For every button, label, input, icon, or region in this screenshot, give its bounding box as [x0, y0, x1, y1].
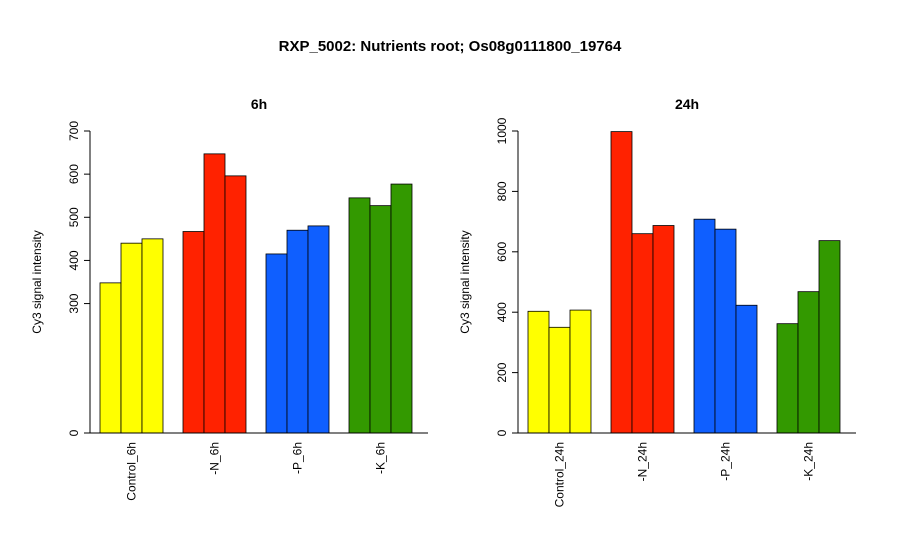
- bar: [527, 310, 550, 434]
- bar: [265, 253, 288, 434]
- panel-title: 24h: [675, 96, 699, 112]
- bar: [776, 323, 799, 434]
- bar: [99, 282, 122, 434]
- bar: [569, 309, 592, 434]
- bar: [369, 205, 392, 434]
- bar: [610, 131, 633, 434]
- y-tick-label: 400: [67, 250, 81, 270]
- bar: [348, 197, 371, 434]
- y-tick-label: 200: [495, 362, 509, 382]
- y-axis-label: Cy3 signal intensity: [30, 230, 44, 333]
- bar: [631, 233, 654, 434]
- bar: [797, 291, 820, 434]
- category-label: -N_6h: [208, 442, 222, 475]
- category-label: -N_24h: [636, 442, 650, 481]
- y-tick-label: 300: [67, 293, 81, 313]
- category-label: -K_6h: [374, 442, 388, 474]
- main-title: RXP_5002: Nutrients root; Os08g0111800_1…: [278, 38, 622, 55]
- bar: [203, 153, 226, 434]
- bar: [390, 183, 413, 434]
- bar: [714, 228, 737, 434]
- y-tick-label: 800: [495, 181, 509, 201]
- bar: [120, 242, 143, 434]
- category-label: Control_6h: [125, 442, 139, 501]
- y-tick-label: 0: [495, 429, 509, 436]
- bar: [548, 326, 571, 434]
- bar: [286, 229, 309, 434]
- y-tick-label: 600: [67, 164, 81, 184]
- bar: [693, 218, 716, 434]
- bar: [182, 231, 205, 434]
- y-tick-label: 700: [67, 121, 81, 141]
- category-label: -P_24h: [719, 442, 733, 481]
- y-tick-label: 600: [495, 241, 509, 261]
- y-tick-label: 500: [67, 207, 81, 227]
- category-label: -P_6h: [291, 442, 305, 474]
- bar: [652, 225, 675, 434]
- bar: [307, 225, 330, 434]
- panel-title: 6h: [251, 96, 267, 112]
- bar: [141, 238, 164, 434]
- bar: [224, 175, 247, 434]
- bar: [818, 240, 841, 434]
- category-label: -K_24h: [802, 442, 816, 481]
- y-tick-label: 1000: [495, 117, 509, 144]
- category-label: Control_24h: [553, 442, 567, 507]
- y-tick-label: 0: [67, 429, 81, 436]
- bar: [735, 304, 758, 434]
- y-axis-label: Cy3 signal intensity: [458, 230, 472, 333]
- y-tick-label: 400: [495, 302, 509, 322]
